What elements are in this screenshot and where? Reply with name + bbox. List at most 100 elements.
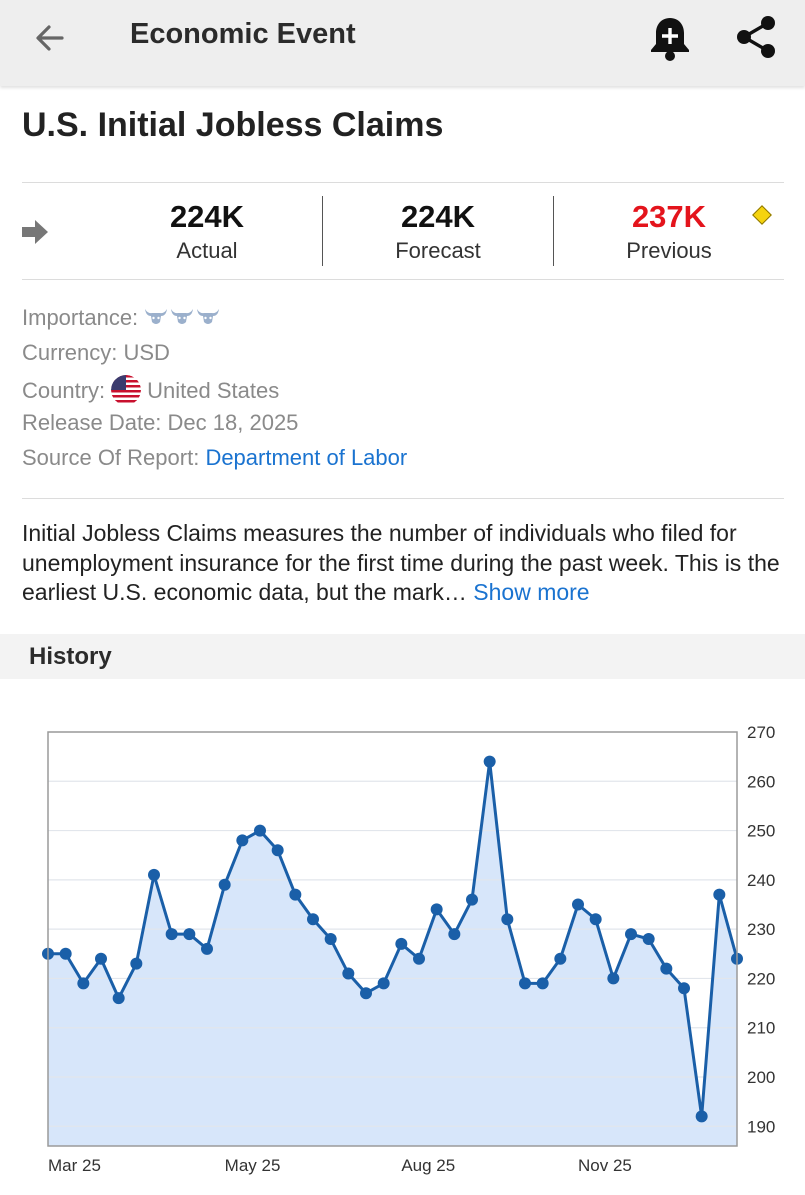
source-row: Source Of Report: Department of Labor <box>22 445 407 471</box>
data-point <box>183 928 196 941</box>
data-point <box>201 942 213 955</box>
country-label: Country: <box>22 378 106 403</box>
arrow-left-icon[interactable] <box>30 18 70 58</box>
stat-separator <box>553 196 554 266</box>
release-value: Dec 18, 2025 <box>167 410 299 435</box>
data-point <box>218 878 231 891</box>
previous-label: Previous <box>626 238 712 263</box>
previous-value: 237K <box>631 199 707 234</box>
page-title: Economic Event <box>130 18 356 50</box>
divider <box>22 498 784 499</box>
divider <box>22 279 784 280</box>
data-point <box>377 977 390 990</box>
event-description: Initial Jobless Claims measures the numb… <box>22 519 792 608</box>
forecast-label: Forecast <box>395 238 481 263</box>
history-chart: 190 200 210 220 230 240 250 260 270 Mar 25 May 25 A… <box>42 723 775 1175</box>
series-line <box>48 760 739 1118</box>
data-point <box>271 844 284 857</box>
plot-border <box>47 731 738 1147</box>
y-tick-label: 230 <box>747 920 775 939</box>
importance-bulls <box>144 305 222 330</box>
us-flag-icon <box>111 375 142 405</box>
data-point <box>95 952 107 965</box>
y-tick-label: 190 <box>747 1117 775 1136</box>
currency-value: USD <box>123 340 170 365</box>
data-point <box>77 977 90 990</box>
data-point <box>660 962 673 975</box>
y-tick-label: 270 <box>747 723 775 742</box>
actual-stat: 224K Actual <box>92 198 322 266</box>
stats-row: 224K Actual 224K Forecast 237K Previous <box>0 183 805 279</box>
country-value: United States <box>147 378 280 403</box>
data-point <box>483 755 496 768</box>
data-point <box>448 928 461 941</box>
importance-label: Importance: <box>22 305 139 330</box>
arrow-right-icon <box>22 220 48 244</box>
data-point <box>642 933 655 945</box>
data-point <box>713 888 726 901</box>
actual-label: Actual <box>176 238 238 263</box>
share-icon[interactable] <box>734 14 778 60</box>
divider <box>22 182 784 183</box>
data-point <box>360 987 372 1000</box>
data-point <box>536 977 549 990</box>
app-bar: Economic Event <box>0 0 805 86</box>
y-tick-label: 260 <box>747 772 775 791</box>
country-row: Country: United States <box>22 375 279 405</box>
data-point <box>130 957 143 970</box>
data-point <box>430 903 443 916</box>
x-tick-label: Nov 25 <box>578 1156 632 1175</box>
x-tick-label: Mar 25 <box>48 1156 101 1175</box>
data-point <box>695 1110 708 1123</box>
data-point <box>307 913 319 926</box>
currency-row: Currency: USD <box>22 340 170 366</box>
x-tick-label: May 25 <box>225 1156 281 1175</box>
release-label: Release Date: <box>22 410 162 435</box>
y-tick-label: 200 <box>747 1068 775 1087</box>
bull-icon <box>197 309 220 324</box>
history-header: History <box>0 634 805 679</box>
data-point <box>236 834 249 847</box>
event-title: U.S. Initial Jobless Claims <box>22 106 444 144</box>
source-link[interactable]: Department of Labor <box>205 445 408 470</box>
data-point <box>254 824 266 837</box>
x-tick-label: Aug 25 <box>401 1156 455 1175</box>
y-tick-label: 250 <box>747 822 775 841</box>
data-point <box>678 982 690 995</box>
data-point <box>519 977 531 990</box>
y-tick-label: 220 <box>747 969 775 988</box>
history-label: History <box>29 643 112 670</box>
bull-icon <box>171 309 194 324</box>
data-point <box>148 868 160 881</box>
data-point <box>554 952 567 965</box>
data-point <box>625 928 637 941</box>
data-point <box>413 952 425 965</box>
actual-value: 224K <box>169 199 245 234</box>
previous-stat: 237K Previous <box>554 198 784 266</box>
data-point <box>607 972 620 985</box>
source-label: Source Of Report: <box>22 445 200 470</box>
bell-plus-icon[interactable] <box>648 14 692 62</box>
data-point <box>59 947 72 960</box>
data-point <box>112 992 125 1005</box>
data-point <box>395 937 408 950</box>
data-point <box>466 893 478 906</box>
data-point <box>572 898 584 911</box>
data-point <box>501 913 514 926</box>
area-fill <box>48 761 737 1146</box>
data-point <box>324 933 337 945</box>
y-tick-label: 210 <box>747 1019 775 1038</box>
data-point <box>589 913 602 926</box>
data-point <box>165 928 178 941</box>
currency-label: Currency: <box>22 340 118 365</box>
stat-separator <box>322 196 323 266</box>
data-point <box>289 888 302 901</box>
data-point <box>342 967 355 980</box>
release-row: Release Date: Dec 18, 2025 <box>22 410 298 436</box>
y-tick-label: 240 <box>747 871 775 890</box>
importance-row: Importance: <box>22 305 222 331</box>
show-more-link[interactable]: Show more <box>473 579 590 605</box>
forecast-stat: 224K Forecast <box>323 198 553 266</box>
forecast-value: 224K <box>400 199 476 234</box>
description-text: Initial Jobless Claims measures the numb… <box>22 520 780 605</box>
